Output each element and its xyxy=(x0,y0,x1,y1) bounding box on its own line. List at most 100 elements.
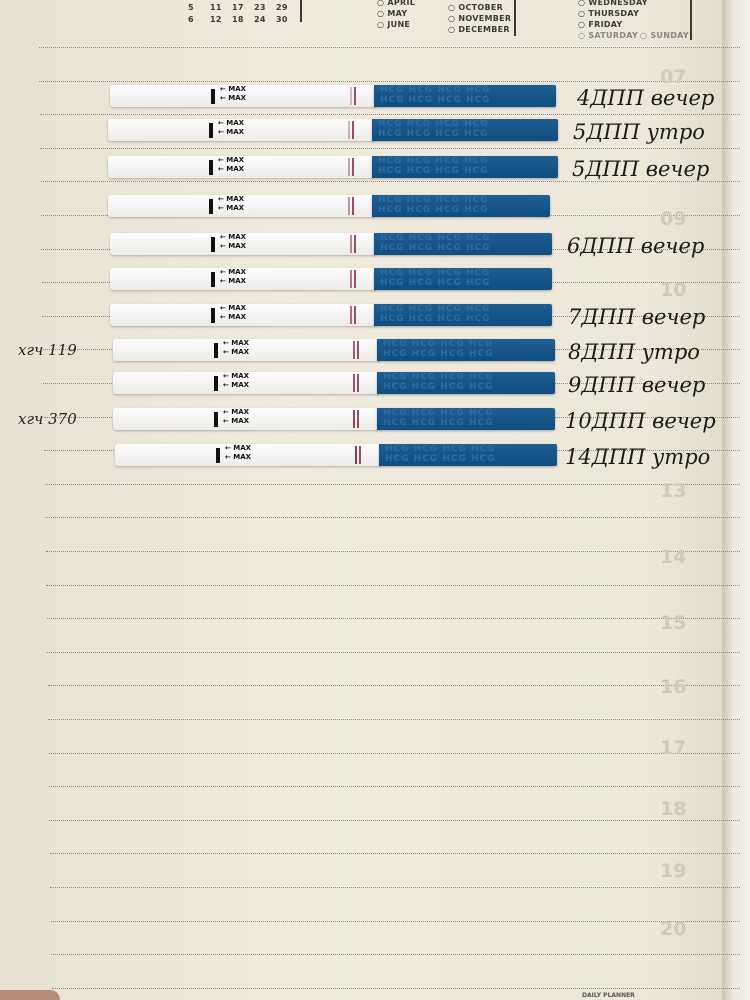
date-number: 5 xyxy=(188,3,194,12)
date-number: 23 xyxy=(254,3,266,12)
strip-black-mark xyxy=(209,199,213,214)
max-text: ← MAX xyxy=(220,268,247,276)
weekday-option: ○ THURSDAY xyxy=(578,9,640,18)
control-line xyxy=(357,341,359,359)
weekday-option: ○ WEDNESDAY xyxy=(578,0,648,7)
ruled-line xyxy=(48,752,740,754)
brand-text: HCG HCG HCG HCG xyxy=(383,372,494,382)
strip-blue-end: HCG HCG HCG HCG HCG HCG HCG HCG xyxy=(372,119,558,141)
handwritten-note: 9ДПП вечер xyxy=(568,373,706,397)
control-line xyxy=(354,270,356,288)
divider xyxy=(300,0,302,22)
control-line xyxy=(352,121,354,139)
control-line xyxy=(357,374,359,392)
handwritten-note: 5ДПП вечер xyxy=(572,157,710,181)
ruled-line xyxy=(39,114,740,116)
ruled-line xyxy=(38,47,740,48)
brand-text: HCG HCG HCG HCG xyxy=(380,95,491,105)
pregnancy-test-strip: ← MAX ← MAX HCG HCG HCG HCG HCG HCG HCG HCG xyxy=(110,85,560,107)
test-line xyxy=(350,306,352,324)
test-line xyxy=(353,374,355,392)
max-text: ← MAX xyxy=(218,204,245,212)
page-edge xyxy=(722,0,750,1000)
control-line xyxy=(357,410,359,428)
brand-text: HCG HCG HCG HCG xyxy=(380,233,491,243)
pregnancy-test-strip: ← MAX ← MAX HCG HCG HCG HCG HCG HCG HCG HCG xyxy=(113,372,563,394)
brand-text: HCG HCG HCG HCG xyxy=(383,349,494,359)
control-line xyxy=(352,158,354,176)
brand-text: HCG HCG HCG HCG xyxy=(378,119,489,129)
strip-blue-end: HCG HCG HCG HCG HCG HCG HCG HCG xyxy=(374,268,552,290)
strip-handle xyxy=(110,268,376,290)
test-line xyxy=(355,446,357,464)
divider xyxy=(690,0,692,40)
ruled-line xyxy=(45,517,740,519)
max-text: ← MAX xyxy=(218,128,245,136)
ruled-line xyxy=(45,551,740,552)
test-line xyxy=(353,341,355,359)
control-line xyxy=(352,197,354,215)
weekday-option: ○ SUNDAY xyxy=(640,31,689,40)
max-text: ← MAX xyxy=(225,453,252,461)
ruled-line xyxy=(47,651,740,653)
pregnancy-test-strip: ← MAX ← MAX HCG HCG HCG HCG HCG HCG HCG HCG xyxy=(113,408,563,430)
ruled-line xyxy=(46,584,740,586)
test-line xyxy=(350,235,352,253)
ruled-line xyxy=(46,618,740,620)
pregnancy-test-strip: ← MAX ← MAX HCG HCG HCG HCG HCG HCG HCG HCG xyxy=(115,444,565,466)
strip-black-mark xyxy=(211,272,215,287)
pregnancy-test-strip: ← MAX ← MAX HCG HCG HCG HCG HCG HCG HCG HCG xyxy=(108,119,558,141)
handwritten-note: 10ДПП вечер xyxy=(565,409,716,433)
test-line xyxy=(353,410,355,428)
max-text: ← MAX xyxy=(218,156,245,164)
strip-handle xyxy=(108,156,374,178)
strip-black-mark xyxy=(211,237,215,252)
brand-text: HCG HCG HCG HCG xyxy=(383,382,494,392)
max-label: ← MAX ← MAX xyxy=(220,268,246,286)
ruled-line xyxy=(49,786,740,788)
strip-black-mark xyxy=(211,89,215,104)
brand-text: HCG HCG HCG HCG xyxy=(385,444,496,454)
max-label: ← MAX ← MAX xyxy=(220,85,246,103)
brand-text: HCG HCG HCG HCG xyxy=(380,314,491,324)
max-label: ← MAX ← MAX xyxy=(218,195,244,213)
test-line xyxy=(348,121,350,139)
max-text: ← MAX xyxy=(218,165,245,173)
date-number: 30 xyxy=(276,15,288,24)
strip-handle xyxy=(110,85,376,107)
max-text: ← MAX xyxy=(223,408,250,416)
pregnancy-test-strip: ← MAX ← MAX HCG HCG HCG HCG HCG HCG HCG HCG xyxy=(108,195,558,217)
ruled-line xyxy=(47,685,740,687)
max-label: ← MAX ← MAX xyxy=(225,444,251,462)
divider xyxy=(514,0,516,36)
month-option: ○ JUNE xyxy=(377,20,411,29)
pregnancy-test-strip: ← MAX ← MAX HCG HCG HCG HCG HCG HCG HCG HCG xyxy=(108,156,558,178)
brand-text: HCG HCG HCG HCG xyxy=(380,85,491,95)
handwritten-note: 8ДПП утро xyxy=(568,340,700,364)
date-number: 18 xyxy=(232,15,244,24)
brand-text: HCG HCG HCG HCG xyxy=(378,129,489,139)
ruled-line xyxy=(50,887,740,888)
control-line xyxy=(354,306,356,324)
max-text: ← MAX xyxy=(220,242,247,250)
month-option: ○ APRIL xyxy=(377,0,416,7)
max-label: ← MAX ← MAX xyxy=(220,233,246,251)
strip-handle xyxy=(113,372,379,394)
max-label: ← MAX ← MAX xyxy=(223,408,249,426)
date-number: 29 xyxy=(276,3,288,12)
ruled-line xyxy=(50,920,740,922)
date-number: 12 xyxy=(210,15,222,24)
strip-black-mark xyxy=(214,343,218,358)
test-line xyxy=(350,87,352,105)
ruled-line xyxy=(49,853,740,855)
strip-blue-end: HCG HCG HCG HCG HCG HCG HCG HCG xyxy=(377,408,555,430)
max-text: ← MAX xyxy=(218,119,245,127)
max-label: ← MAX ← MAX xyxy=(223,372,249,390)
hour-label: 16 xyxy=(660,676,687,698)
month-option: ○ OCTOBER xyxy=(448,3,504,12)
date-number: 11 xyxy=(210,3,222,12)
ruled-line xyxy=(40,147,740,149)
hour-label: 20 xyxy=(660,918,687,940)
pregnancy-test-strip: ← MAX ← MAX HCG HCG HCG HCG HCG HCG HCG HCG xyxy=(110,233,560,255)
max-text: ← MAX xyxy=(220,233,247,241)
